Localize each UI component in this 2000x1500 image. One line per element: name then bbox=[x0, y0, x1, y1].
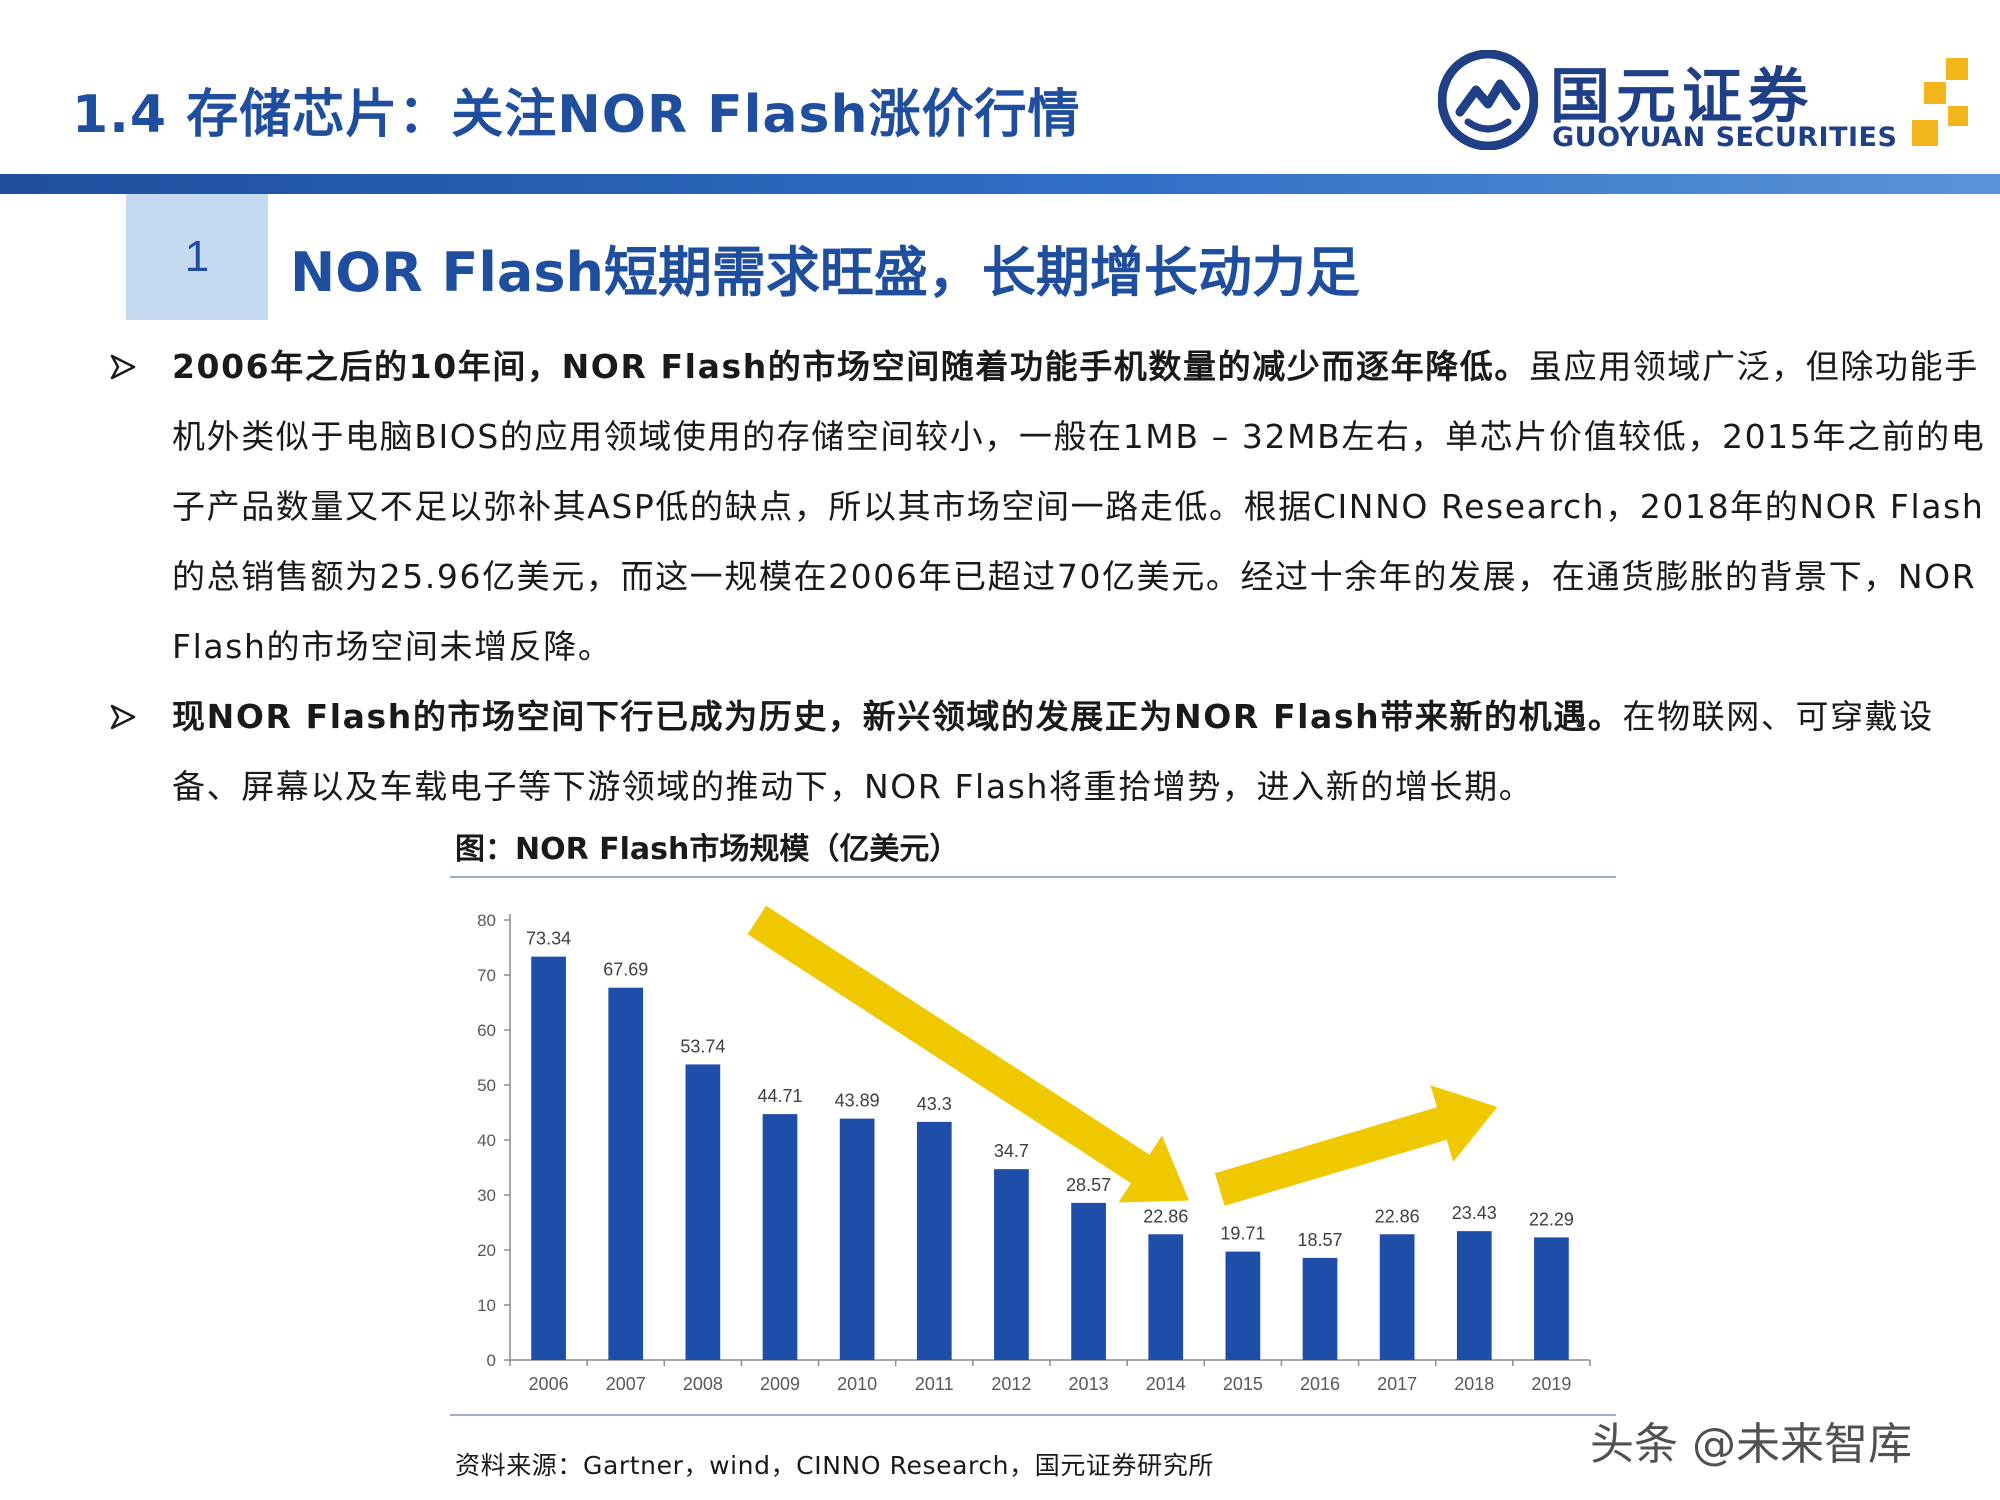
guoyuan-logo: 国元证券 GUOYUAN SECURITIES bbox=[1438, 48, 1978, 158]
x-tick-label-2009: 2009 bbox=[760, 1374, 800, 1394]
bar-2017 bbox=[1379, 1234, 1415, 1360]
bullet-body-2: 在物联网、可穿戴设备、屏幕以及车载电子等下游领域的推动下，NOR Flash将重… bbox=[172, 697, 1934, 806]
bar-2014 bbox=[1148, 1234, 1184, 1360]
bar-2019 bbox=[1534, 1237, 1569, 1360]
x-tick-label-2011: 2011 bbox=[915, 1374, 954, 1394]
y-tick-label: 0 bbox=[487, 1351, 496, 1370]
trend-arrow-2 bbox=[1214, 1085, 1498, 1206]
section-number: 1 bbox=[184, 232, 210, 281]
watermark: 头条 @未来智库 bbox=[1590, 1419, 1912, 1470]
logo-english-name: GUOYUAN SECURITIES bbox=[1552, 122, 1898, 153]
bar-2018 bbox=[1456, 1231, 1492, 1360]
y-tick-label: 70 bbox=[477, 966, 496, 985]
bar-2008 bbox=[685, 1064, 721, 1360]
x-tick-label-2017: 2017 bbox=[1377, 1374, 1417, 1394]
data-label-2012: 34.7 bbox=[994, 1141, 1029, 1161]
bar-2006 bbox=[531, 956, 566, 1360]
data-label-2018: 23.43 bbox=[1452, 1203, 1497, 1223]
x-tick-label-2015: 2015 bbox=[1223, 1374, 1263, 1394]
x-tick-label-2013: 2013 bbox=[1069, 1374, 1109, 1394]
nor-flash-market-bar-chart: 0 10 20 30 40 50 60 70 80 73.34 2006 67.69 2007 53.74… bbox=[477, 905, 1591, 1394]
y-tick-label: 50 bbox=[477, 1076, 496, 1095]
data-label-2019: 22.29 bbox=[1529, 1209, 1574, 1229]
data-label-2013: 28.57 bbox=[1066, 1175, 1111, 1195]
bullet-lead-2: 现NOR Flash的市场空间下行已成为历史，新兴领域的发展正为NOR Flas… bbox=[172, 697, 1623, 736]
header-divider-bar bbox=[0, 174, 2000, 194]
y-tick-label: 20 bbox=[477, 1241, 496, 1260]
logo-squares-icon bbox=[1912, 58, 1968, 146]
bullet-body-1: 虽应用领域广泛，但除功能手机外类似于电脑BIOS的应用领域使用的存储空间较小，一… bbox=[172, 347, 1986, 666]
bar-2013 bbox=[1071, 1202, 1106, 1360]
data-label-2014: 22.86 bbox=[1143, 1206, 1188, 1226]
section-number-box: 1 bbox=[126, 194, 268, 320]
arrow-bullet-icon bbox=[110, 704, 136, 730]
arrow-bullet-icon bbox=[110, 354, 136, 380]
figure-source: 资料来源：Gartner，wind，CINNO Research，国元证券研究所 bbox=[455, 1451, 1214, 1480]
logo-chinese-name: 国元证券 bbox=[1550, 62, 1814, 132]
data-label-2009: 44.71 bbox=[757, 1086, 802, 1106]
figure-caption: 图：NOR Flash市场规模（亿美元） bbox=[455, 832, 960, 867]
x-tick-label-2016: 2016 bbox=[1300, 1374, 1340, 1394]
x-tick-label-2018: 2018 bbox=[1454, 1374, 1494, 1394]
x-tick-label-2019: 2019 bbox=[1531, 1374, 1571, 1394]
data-label-2006: 73.34 bbox=[526, 929, 571, 949]
y-tick-label: 60 bbox=[477, 1021, 496, 1040]
x-tick-label-2007: 2007 bbox=[606, 1374, 646, 1394]
section-title: NOR Flash短期需求旺盛，长期增长动力足 bbox=[290, 241, 1360, 304]
x-tick-label-2006: 2006 bbox=[529, 1374, 569, 1394]
page-title: 1.4 存储芯片：关注NOR Flash涨价行情 bbox=[72, 85, 1081, 145]
figure-top-rule bbox=[450, 876, 1616, 878]
bar-2010 bbox=[839, 1118, 875, 1360]
data-label-2017: 22.86 bbox=[1375, 1206, 1420, 1226]
bullet-text-2: 现NOR Flash的市场空间下行已成为历史，新兴领域的发展正为NOR Flas… bbox=[172, 682, 2000, 822]
bar-2015 bbox=[1225, 1251, 1261, 1360]
bar-2012 bbox=[994, 1169, 1029, 1360]
bullet-lead-1: 2006年之后的10年间，NOR Flash的市场空间随着功能手机数量的减少而逐… bbox=[172, 347, 1529, 386]
trend-arrow-1 bbox=[747, 905, 1189, 1203]
data-label-2011: 43.3 bbox=[917, 1094, 952, 1114]
y-tick-label: 30 bbox=[477, 1186, 496, 1205]
y-tick-label: 40 bbox=[477, 1131, 496, 1150]
data-label-2008: 53.74 bbox=[680, 1036, 725, 1056]
data-label-2016: 18.57 bbox=[1297, 1230, 1342, 1250]
bar-2016 bbox=[1302, 1257, 1338, 1360]
data-label-2010: 43.89 bbox=[835, 1091, 880, 1111]
x-tick-label-2014: 2014 bbox=[1146, 1374, 1186, 1394]
data-label-2015: 19.71 bbox=[1220, 1224, 1265, 1244]
bar-2007 bbox=[608, 987, 644, 1360]
x-tick-label-2012: 2012 bbox=[991, 1374, 1031, 1394]
y-tick-label: 10 bbox=[477, 1296, 496, 1315]
bullet-text-1: 2006年之后的10年间，NOR Flash的市场空间随着功能手机数量的减少而逐… bbox=[172, 332, 2000, 682]
x-tick-label-2010: 2010 bbox=[837, 1374, 877, 1394]
y-tick-label: 80 bbox=[477, 911, 496, 930]
bar-2009 bbox=[762, 1114, 798, 1360]
figure-bottom-rule bbox=[450, 1414, 1616, 1416]
x-tick-label-2008: 2008 bbox=[683, 1374, 723, 1394]
guoyuan-logo-icon bbox=[1438, 50, 1538, 150]
data-label-2007: 67.69 bbox=[603, 960, 648, 980]
bar-2011 bbox=[916, 1121, 952, 1360]
